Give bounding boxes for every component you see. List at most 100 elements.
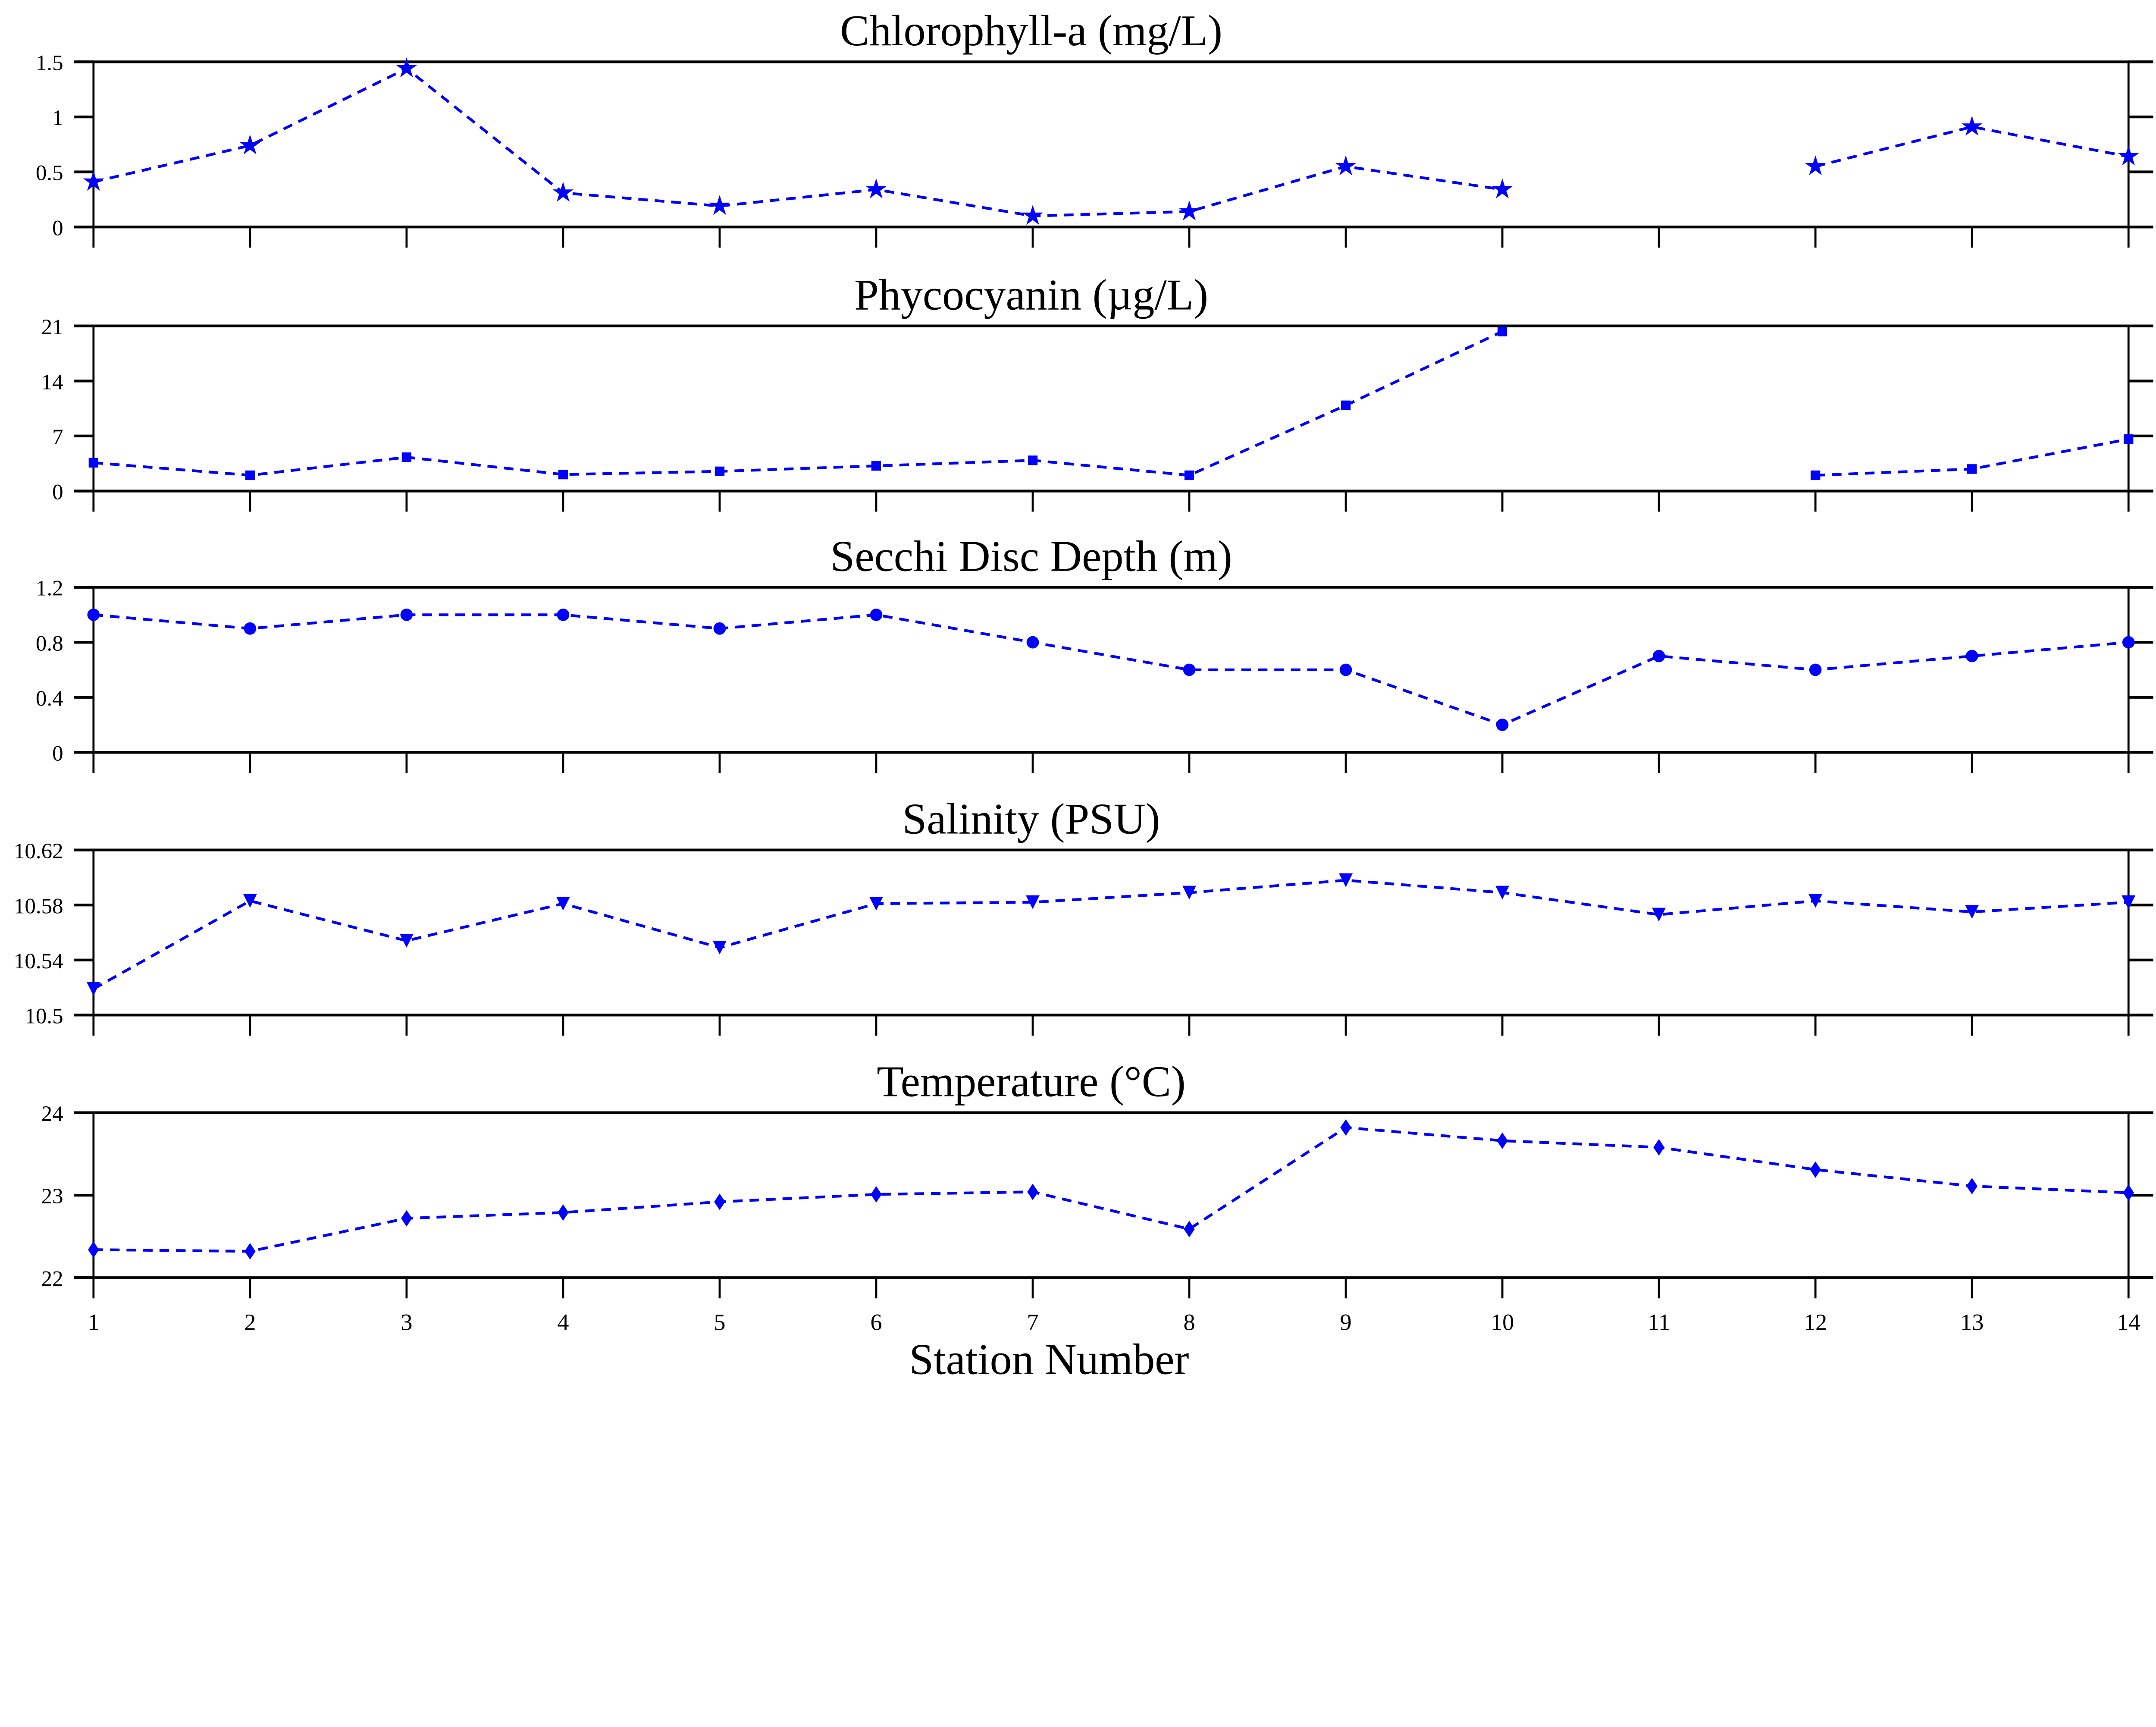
data-point bbox=[1340, 1119, 1351, 1136]
data-point bbox=[1965, 650, 1978, 663]
x-tick-label: 2 bbox=[244, 1309, 256, 1335]
data-point bbox=[1178, 200, 1200, 221]
data-point bbox=[1961, 116, 1983, 136]
y-tick-label: 10.58 bbox=[14, 894, 63, 918]
y-tick-label: 0.8 bbox=[36, 631, 63, 656]
data-point bbox=[1808, 894, 1823, 908]
y-tick-label: 10.54 bbox=[14, 949, 63, 973]
panel-title: Temperature (°C) bbox=[877, 1057, 1185, 1106]
y-tick-label: 1.2 bbox=[36, 577, 63, 601]
data-point bbox=[1184, 1221, 1195, 1237]
data-point bbox=[871, 1186, 882, 1203]
data-point bbox=[557, 609, 570, 621]
series-line bbox=[1815, 125, 2129, 168]
y-tick-label: 10.62 bbox=[14, 839, 63, 864]
data-point bbox=[713, 941, 727, 955]
data-point bbox=[1339, 663, 1352, 676]
data-point bbox=[1022, 205, 1044, 225]
data-point bbox=[2124, 434, 2134, 444]
data-point bbox=[239, 134, 261, 155]
data-point bbox=[1965, 905, 1979, 919]
y-tick-label: 0.4 bbox=[36, 687, 63, 711]
data-point bbox=[1492, 178, 1513, 199]
x-tick-label: 6 bbox=[870, 1309, 882, 1335]
data-point bbox=[1182, 885, 1196, 900]
data-point bbox=[709, 195, 730, 215]
data-point bbox=[1805, 155, 1826, 176]
x-tick-label: 4 bbox=[557, 1309, 569, 1335]
y-tick-label: 1.5 bbox=[36, 51, 63, 75]
data-point bbox=[870, 609, 883, 621]
data-point bbox=[713, 622, 726, 635]
x-axis-label: Station Number bbox=[909, 1335, 1189, 1383]
data-point bbox=[2123, 1184, 2134, 1201]
x-tick-label: 12 bbox=[1804, 1309, 1827, 1335]
data-point bbox=[2118, 145, 2139, 166]
x-tick-label: 11 bbox=[1648, 1309, 1670, 1335]
data-point bbox=[558, 1204, 569, 1221]
data-point bbox=[400, 609, 413, 621]
x-tick-label: 5 bbox=[714, 1309, 725, 1335]
y-tick-label: 24 bbox=[41, 1102, 63, 1126]
series-line bbox=[93, 67, 1503, 217]
data-point bbox=[243, 894, 257, 908]
data-point bbox=[401, 452, 412, 462]
data-point bbox=[556, 897, 570, 911]
x-tick-label: 10 bbox=[1491, 1309, 1514, 1335]
data-point bbox=[83, 171, 104, 191]
y-tick-label: 22 bbox=[41, 1267, 63, 1291]
data-point bbox=[1496, 719, 1509, 731]
data-point bbox=[1028, 455, 1038, 465]
data-point bbox=[1809, 663, 1822, 676]
x-tick-label: 9 bbox=[1340, 1309, 1352, 1335]
panel-4: Salinity (PSU) 10.5 10.54 10.58 10.62 bbox=[14, 794, 2153, 1036]
data-point bbox=[399, 934, 414, 948]
data-point bbox=[1810, 1161, 1821, 1178]
y-tick-label: 14 bbox=[41, 370, 63, 394]
data-point bbox=[87, 609, 100, 621]
data-point bbox=[1967, 464, 1977, 474]
data-point bbox=[1335, 155, 1357, 176]
y-tick-label: 23 bbox=[41, 1184, 63, 1209]
data-point bbox=[244, 1243, 256, 1260]
data-point bbox=[401, 1210, 412, 1227]
data-point bbox=[1497, 327, 1507, 336]
series-line bbox=[93, 879, 2129, 990]
data-point bbox=[1811, 470, 1821, 480]
panel-title: Salinity (PSU) bbox=[903, 794, 1160, 843]
y-tick-label: 1 bbox=[52, 106, 63, 130]
data-point bbox=[1653, 1139, 1664, 1156]
data-point bbox=[86, 982, 100, 996]
panel-3: Secchi Disc Depth (m) 0 0.4 0.8 1.2 bbox=[36, 532, 2153, 773]
panel-2: Phycocyanin (µg/L) 0 7 14 21 bbox=[41, 270, 2153, 512]
y-tick-label: 7 bbox=[52, 425, 63, 449]
data-point bbox=[1027, 1184, 1038, 1200]
y-tick-label: 10.5 bbox=[25, 1004, 63, 1028]
data-point bbox=[1184, 470, 1194, 480]
panel-5: Temperature (°C) 22 23 24 bbox=[41, 1057, 2153, 1299]
y-tick-label: 0 bbox=[52, 216, 63, 240]
data-point bbox=[88, 1241, 99, 1258]
series-line bbox=[93, 330, 1503, 477]
data-point bbox=[1026, 636, 1039, 649]
data-point bbox=[1183, 663, 1196, 676]
multi-panel-line-chart: Chlorophyll-a (mg/L) 0 0.5 1 1.5 Phycocyanin … bbox=[14, 6, 2153, 1383]
series-line bbox=[93, 1126, 2129, 1253]
y-tick-label: 0 bbox=[52, 741, 63, 766]
data-point bbox=[1026, 895, 1040, 909]
data-point bbox=[871, 461, 881, 471]
data-point bbox=[2122, 895, 2136, 909]
panel-title: Phycocyanin (µg/L) bbox=[854, 270, 1208, 319]
panel-title: Secchi Disc Depth (m) bbox=[830, 532, 1232, 581]
y-tick-label: 21 bbox=[41, 315, 63, 339]
data-point bbox=[865, 178, 887, 199]
x-tick-labels: 1 2 3 4 5 6 7 8 9 10 11 12 13 14 bbox=[88, 1309, 2140, 1335]
data-point bbox=[1341, 400, 1351, 410]
data-point bbox=[714, 466, 725, 476]
data-point bbox=[552, 182, 574, 202]
data-point bbox=[244, 622, 257, 635]
data-point bbox=[245, 470, 255, 480]
data-point bbox=[2122, 636, 2135, 649]
data-point bbox=[558, 469, 568, 480]
x-tick-label: 8 bbox=[1183, 1309, 1195, 1335]
